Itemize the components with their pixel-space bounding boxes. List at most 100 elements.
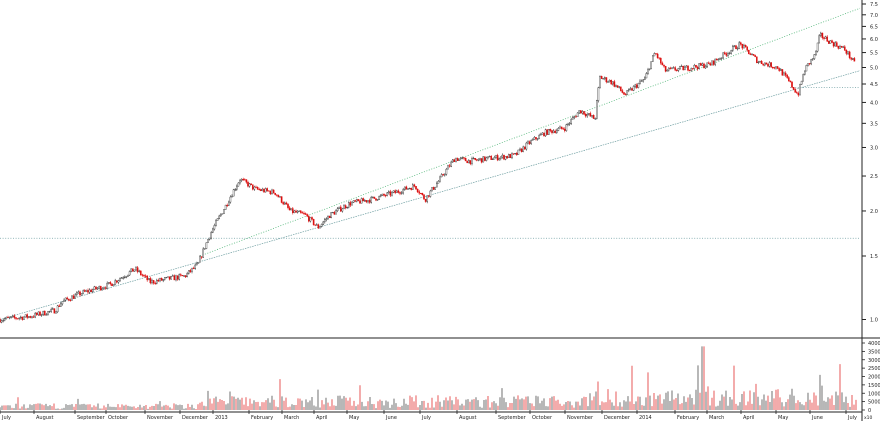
candle-body (586, 114, 588, 117)
candle-body (376, 199, 379, 201)
candle-body (32, 316, 35, 318)
candle-body (615, 85, 617, 87)
candle-body (250, 183, 253, 185)
x-tick-label: February (677, 415, 699, 421)
candle-body (600, 76, 603, 79)
candle-body (287, 204, 289, 208)
candle-body (464, 157, 467, 162)
candle-body (637, 83, 640, 88)
candle-body (488, 156, 491, 158)
candle-body (492, 158, 494, 160)
candle-body (420, 192, 422, 194)
candle-body (732, 46, 734, 51)
candle-body (711, 60, 713, 66)
candle-body (170, 276, 173, 280)
candle-body (674, 67, 676, 71)
candle-body (298, 210, 301, 212)
candle-body (165, 276, 168, 278)
candle-body (232, 189, 235, 197)
candle-body (741, 43, 744, 49)
candle-body (237, 182, 240, 187)
x-tick-label: May (778, 415, 788, 421)
candle-body (205, 242, 208, 249)
candle-body (277, 195, 280, 198)
candle-body (103, 287, 105, 289)
candle-body (45, 314, 48, 316)
candle-body (509, 154, 512, 159)
candle-body (746, 46, 748, 51)
candle-body (352, 200, 355, 203)
candle-body (195, 263, 198, 266)
candle-body (514, 153, 516, 155)
candle-body (388, 191, 390, 193)
candle-body (293, 210, 296, 213)
candle-body (227, 201, 230, 206)
candle-body (210, 232, 213, 239)
candle-body (786, 75, 788, 78)
candle-body (107, 282, 110, 284)
x-tick-label: April (316, 415, 327, 421)
candle-body (458, 158, 461, 161)
candle-body (378, 195, 381, 200)
candle-body (829, 40, 832, 44)
candle-body (253, 186, 256, 190)
candle-body (559, 126, 561, 129)
candle-body (183, 275, 185, 277)
candle-body (242, 179, 245, 181)
x-tick-label: December (604, 415, 631, 421)
candle-body (48, 310, 51, 312)
candle-body (95, 286, 97, 290)
candle-body (8, 317, 11, 319)
x-axis: July August September October November Decemb… (0, 410, 862, 421)
candle-body (141, 274, 144, 276)
candle-body (805, 65, 808, 72)
candle-body (767, 64, 769, 67)
candle-body (36, 312, 38, 315)
candle-body (191, 267, 193, 272)
candle-body (221, 213, 224, 215)
candle-body (69, 299, 72, 301)
candle-body (7, 316, 9, 318)
candle-body (404, 186, 406, 190)
candle-body (639, 80, 641, 84)
candle-body (524, 146, 526, 150)
candle-body (735, 45, 737, 50)
candle-body (82, 290, 84, 294)
candle-body (655, 53, 657, 55)
candle-body (568, 123, 571, 125)
candle-body (194, 264, 197, 269)
candle-body (304, 213, 307, 215)
candle-body (663, 64, 665, 67)
candle-body (794, 89, 796, 93)
candle-body (120, 277, 123, 279)
candle-body (823, 37, 825, 39)
candle-body (810, 59, 812, 65)
candle-body (343, 205, 345, 210)
candle-body (821, 32, 824, 38)
candle-body (664, 66, 667, 72)
candle-body (708, 62, 710, 64)
candle-body (154, 282, 157, 284)
candle-body (351, 202, 353, 206)
candle-body (712, 60, 715, 65)
candle-body (535, 137, 537, 140)
candle-body (58, 305, 60, 307)
candle-body (504, 156, 507, 160)
candle-body (440, 174, 443, 178)
candle-body (412, 184, 414, 190)
candle-body (47, 311, 49, 315)
candle-body (496, 155, 499, 161)
candle-body (717, 59, 720, 61)
candle-body (826, 36, 828, 42)
x-tick-label: April (743, 415, 754, 421)
candle-body (768, 62, 771, 67)
volume-bars (0, 346, 857, 410)
candle-body (426, 195, 429, 202)
candle-body (490, 156, 493, 160)
candle-body (130, 268, 133, 272)
candle-body (389, 191, 392, 196)
candle-body (541, 132, 544, 135)
candle-body (704, 66, 707, 69)
candle-body (680, 65, 683, 67)
